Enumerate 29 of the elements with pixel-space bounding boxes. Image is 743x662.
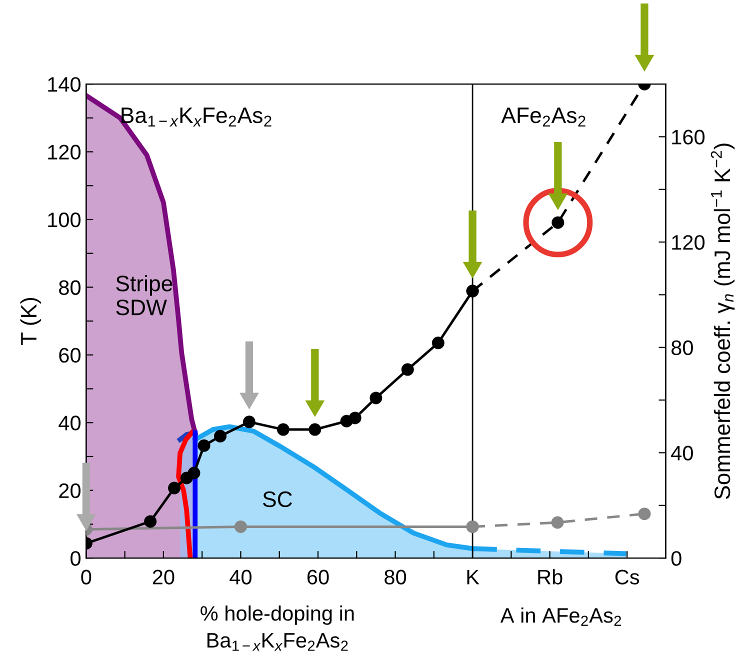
x-tick-label: 20 — [152, 570, 174, 584]
x-tick-label: K — [467, 570, 480, 584]
x-tick-label: 0 — [81, 570, 92, 584]
x-tick-label: 60 — [307, 570, 329, 584]
x-tick-label: 40 — [230, 570, 252, 584]
annotation: AFe$_{2}$As$_{2}$ — [501, 108, 586, 126]
y2-tick-label: 40 — [671, 446, 693, 460]
annotation: SC — [263, 491, 292, 508]
y-axis-title: T (K) — [20, 298, 42, 346]
y-tick-label: 40 — [58, 416, 81, 430]
x-tick-label: Rb — [538, 569, 562, 584]
annotation: Stripe SDW — [116, 275, 172, 316]
y2-tick-label: 160 — [672, 130, 705, 144]
text: A in AFe$_{2}$As$_{2}$ — [500, 607, 621, 626]
y-tick-label: 100 — [48, 212, 81, 228]
y2-tick-label: 120 — [672, 235, 705, 250]
x-tick-label: Cs — [615, 570, 640, 584]
y-tick-label: 20 — [59, 483, 81, 498]
y2-axis-title: Sommerfeld coeff. γ$_{n}$ (mJ mol$^{−1}$ K$^{−2}$) — [710, 144, 735, 499]
annotation: Ba$_{1−x}$K$_{x}$Fe$_{2}$As$_{2}$ — [122, 108, 272, 126]
y-tick-label: 120 — [48, 144, 81, 160]
y-tick-label: 60 — [59, 348, 81, 363]
y2-tick-label: 0 — [671, 551, 682, 566]
y2-tick-label: 80 — [671, 340, 693, 356]
x-tick-label: 80 — [384, 570, 406, 584]
y-tick-label: 0 — [70, 551, 81, 566]
text: % hole-doping in Ba$_{1−x}$K$_{x}$Fe$_{2}$As$_{2}$ — [200, 605, 354, 651]
y-tick-label: 80 — [59, 280, 81, 295]
y-tick-label: 140 — [48, 77, 81, 92]
